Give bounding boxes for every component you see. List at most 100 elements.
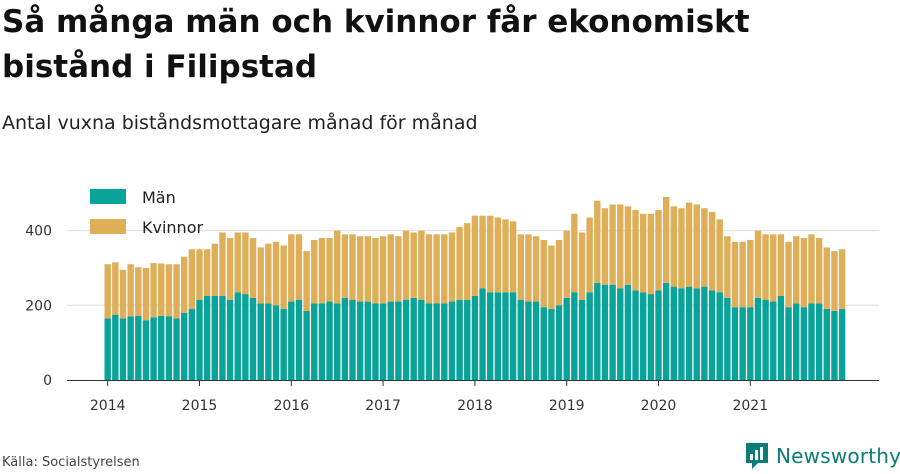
x-tick-label: 2015 [182,398,218,414]
bar-men [716,292,723,380]
bar-women [831,251,838,311]
bar-women [119,269,127,319]
bar-women [203,249,211,296]
bar-women [502,219,509,293]
brand-logo[interactable]: Newsworthy [744,441,900,471]
bar-women [578,232,586,300]
bar-women [372,238,379,304]
bar-men [571,292,578,380]
bar-women [249,238,257,298]
bar-women [234,232,241,293]
bar-women [188,249,196,310]
bar-men [632,290,639,380]
newsworthy-icon [746,443,768,469]
legend-swatch-men [90,189,126,204]
bar-women [441,234,448,304]
bar-men [509,292,517,380]
bar-men [525,301,532,380]
bar-women [410,232,417,298]
bar-women [563,230,570,298]
bar-women [640,213,647,293]
bar-men [693,288,700,380]
bar-women [112,262,119,315]
bar-women [532,236,540,302]
bar-women [609,204,616,285]
bar-women [265,243,272,304]
bar-men [265,303,272,380]
bar-women [288,234,295,302]
bar-women [739,241,746,308]
bar-men [739,307,746,380]
x-tick-label: 2014 [90,398,126,414]
bar-women [624,206,632,285]
bar-men [272,305,280,380]
bar-women [464,223,471,300]
bar-women [173,264,180,319]
bar-men [395,301,402,380]
bar-men [257,303,264,380]
bar-men [364,301,371,380]
bar-men [441,303,448,380]
bar-women [509,221,517,293]
bar-women [127,264,134,317]
bar-men [823,309,830,380]
bar-men [517,299,524,380]
axes: 0 200 400 2014 2015 2016 2017 2018 2019 2020 2021 [25,224,879,414]
bar-men [326,301,333,380]
bar-women [150,263,157,318]
bar-men [158,315,165,380]
bar-women [617,204,624,289]
bar-men [242,294,249,380]
bar-men [609,284,616,380]
bar-men [701,286,708,380]
bar-men [318,303,326,380]
bar-women [800,238,808,308]
bar-men [502,292,509,380]
bar-men [724,297,731,380]
bar-men [655,290,662,380]
brand-name: Newsworthy [776,444,900,468]
bar-women [448,232,456,302]
bar-men [288,301,295,380]
y-tick-label: 200 [25,298,52,314]
bar-men [211,295,218,380]
bar-men [173,318,180,380]
bar-men [708,290,716,380]
bar-women [662,196,670,283]
bar-women [226,238,234,300]
bar-men [119,318,127,380]
legend: Män Kvinnor [90,188,203,237]
bar-men [578,299,586,380]
bar-women [793,236,800,304]
bar-men [165,316,173,380]
bar-men [249,297,257,380]
bar-men [433,303,440,380]
y-tick-label: 400 [25,224,52,240]
bar-men [800,307,808,380]
bar-men [617,288,624,380]
bar-men [402,299,410,380]
bar-women [770,234,777,302]
bar-men [181,312,188,380]
bar-men [777,295,785,380]
bar-women [433,234,440,304]
bar-men [280,309,287,380]
bar-women [334,230,341,304]
bar-men [219,295,226,380]
bar-women [425,234,433,304]
bar-women [211,243,218,296]
bar-women [708,211,716,291]
bar-men [372,303,379,380]
x-tick-label: 2019 [549,398,585,414]
bar-men [548,309,555,380]
bar-women [349,234,356,300]
bar-men [770,301,777,380]
bar-women [678,208,685,289]
bar-women [754,230,762,298]
bar-women [135,267,142,316]
bar-women [571,213,578,293]
bar-men [418,299,425,380]
bar-men [555,305,563,380]
bar-women [456,226,463,300]
